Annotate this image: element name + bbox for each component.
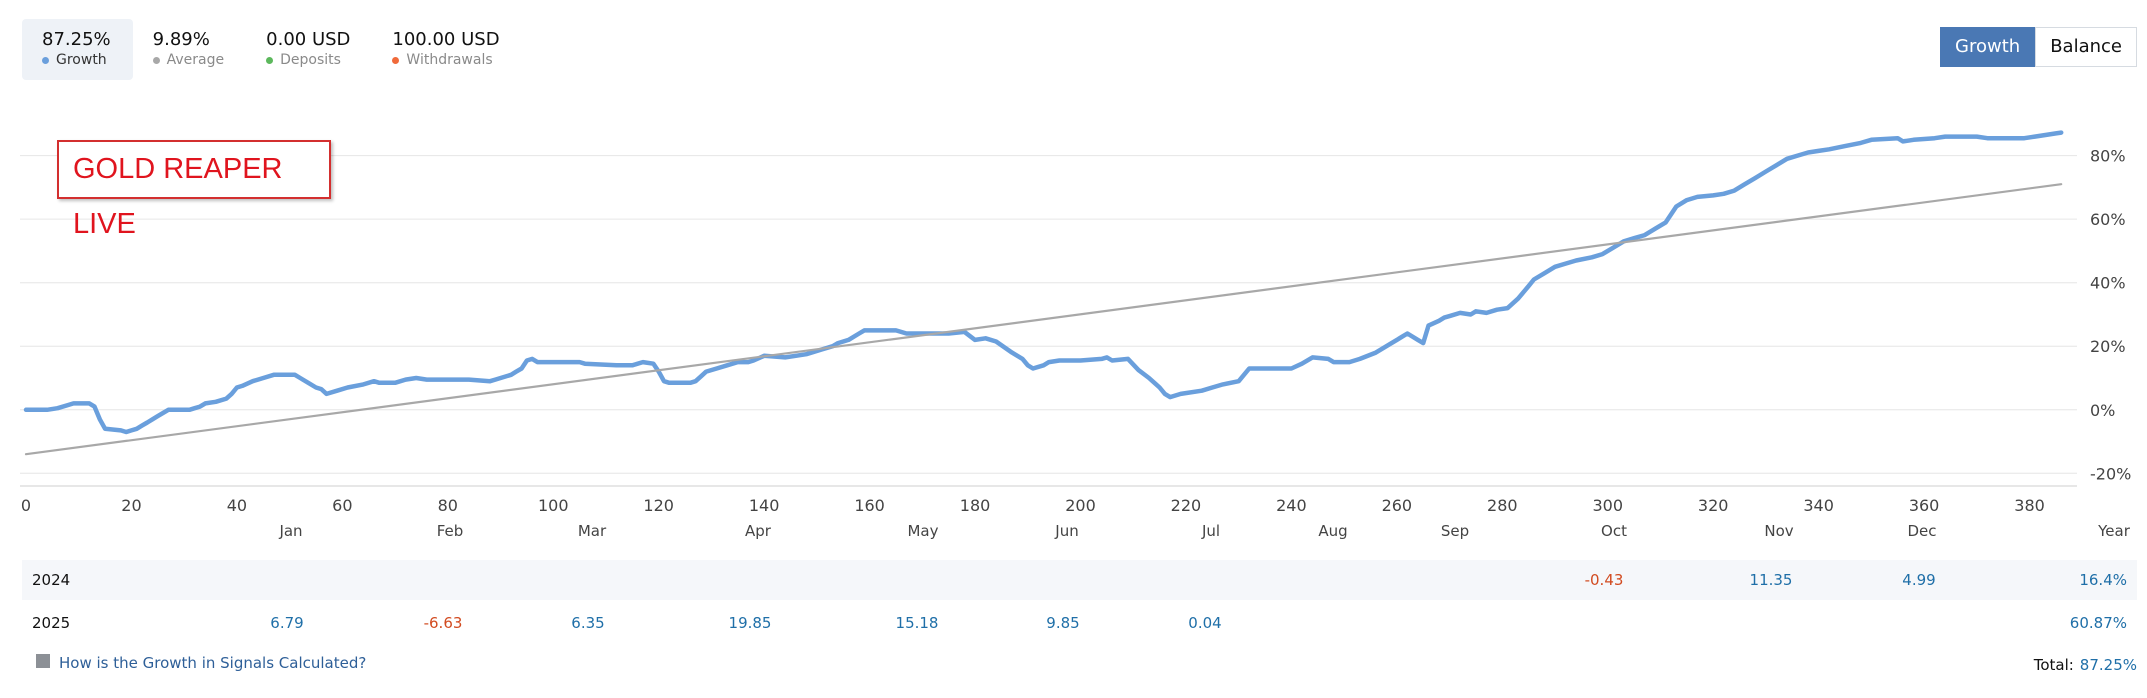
- y-tick-label: 40%: [2090, 274, 2126, 293]
- month-growth-cell: -6.63: [423, 614, 463, 632]
- year-total-cell: 60.87%: [2069, 614, 2127, 632]
- growth-series-line: [23, 130, 2064, 435]
- x-tick-label: 140: [749, 496, 780, 515]
- stat-withdrawals[interactable]: 100.00 USD Withdrawals: [372, 19, 521, 80]
- x-tick-label: 320: [1698, 496, 1729, 515]
- growth-help-link-text[interactable]: How is the Growth in Signals Calculated?: [59, 654, 367, 672]
- stat-label-text: Average: [166, 52, 225, 68]
- legend-dot-icon: [152, 56, 160, 64]
- x-tick-label: 120: [643, 496, 674, 515]
- row-year: 2024: [32, 571, 71, 589]
- month-growth-cell: 15.18: [895, 614, 939, 632]
- x-tick-label: 300: [1592, 496, 1623, 515]
- x-tick-label: 180: [960, 496, 991, 515]
- x-tick-label: 160: [854, 496, 885, 515]
- stat-label: Withdrawals: [392, 51, 499, 69]
- month-label: Aug: [1318, 522, 1348, 540]
- legend-dot-icon: [266, 56, 274, 64]
- stat-value: 0.00 USD: [266, 29, 351, 50]
- stat-deposits[interactable]: 0.00 USD Deposits: [246, 19, 372, 80]
- stat-growth[interactable]: 87.25% Growth: [22, 19, 133, 80]
- x-tick-label: 80: [438, 496, 458, 515]
- average-series-line: [24, 183, 2063, 456]
- x-tick-label: 40: [227, 496, 247, 515]
- table-row: 2024 -0.43 11.35 4.99 16.4%: [22, 560, 2137, 600]
- year-total-cell: 16.4%: [2079, 571, 2127, 589]
- x-tick-label: 280: [1487, 496, 1518, 515]
- stat-label-text: Withdrawals: [406, 52, 493, 68]
- stat-label-text: Growth: [56, 52, 107, 68]
- total-growth: Total: 87.25%: [2034, 656, 2137, 674]
- month-label: Jan: [279, 522, 303, 540]
- month-label: Year: [2098, 522, 2130, 540]
- month-label: Sep: [1440, 522, 1470, 540]
- month-growth-cell: 4.99: [1902, 571, 1936, 589]
- view-toggle: Growth Balance: [1940, 27, 2137, 67]
- total-label: Total:: [2033, 656, 2074, 674]
- growth-chart: 80% 60% 40% 20% 0% -20% 0 20 40 60 80 100 120 140 160 1…: [20, 130, 2131, 515]
- month-label: Dec: [1907, 522, 1937, 540]
- stats-bar: 87.25% Growth 9.89% Average 0.00 USD Deposits…: [22, 19, 522, 80]
- stat-label: Growth: [42, 51, 111, 69]
- month-label: Mar: [577, 522, 607, 540]
- month-label: Jul: [1201, 522, 1221, 540]
- month-label: Nov: [1764, 522, 1794, 540]
- month-growth-cell: 11.35: [1749, 571, 1793, 589]
- y-tick-label: 20%: [2090, 337, 2126, 356]
- x-tick-label: 100: [538, 496, 569, 515]
- month-growth-cell: 9.85: [1046, 614, 1080, 632]
- x-tick-label: 380: [2014, 496, 2045, 515]
- stat-value: 9.89%: [152, 29, 210, 50]
- x-tick-label: 200: [1065, 496, 1096, 515]
- x-tick-label: 240: [1276, 496, 1307, 515]
- month-header: Jan Feb Mar Apr May Jun Jul Aug Sep Oct Nov Dec Year: [0, 522, 2147, 554]
- growth-help-link[interactable]: How is the Growth in Signals Calculated?: [36, 654, 366, 672]
- total-value: 87.25%: [2079, 656, 2137, 674]
- stat-label-text: Deposits: [280, 52, 341, 68]
- x-tick-label: 20: [121, 496, 141, 515]
- x-tick-label: 260: [1382, 496, 1413, 515]
- y-tick-label: 80%: [2090, 147, 2126, 166]
- table-row: 2025 6.79 -6.63 6.35 19.85 15.18 9.85 0.04 60.87…: [22, 603, 2137, 643]
- month-growth-cell: 0.04: [1188, 614, 1222, 632]
- x-tick-label: 360: [1909, 496, 1940, 515]
- month-growth-cell: 19.85: [728, 614, 772, 632]
- stat-label: Average: [152, 51, 225, 69]
- row-year: 2025: [32, 614, 71, 632]
- month-growth-cell: 6.79: [270, 614, 304, 632]
- stat-value: 87.25%: [42, 29, 111, 50]
- month-label: Jun: [1055, 522, 1079, 540]
- month-growth-cell: -0.43: [1584, 571, 1624, 589]
- legend-dot-icon: [42, 56, 49, 64]
- x-tick-label: 340: [1803, 496, 1834, 515]
- balance-toggle-button[interactable]: Balance: [2035, 27, 2137, 67]
- stat-value: 100.00 USD: [392, 29, 500, 50]
- y-tick-label: -20%: [2090, 464, 2131, 483]
- month-growth-cell: 6.35: [571, 614, 605, 632]
- help-icon: [36, 654, 50, 668]
- stat-average[interactable]: 9.89% Average: [133, 19, 247, 80]
- growth-toggle-button[interactable]: Growth: [1940, 27, 2036, 67]
- stat-label: Deposits: [266, 51, 350, 69]
- month-label: Oct: [1601, 522, 1627, 540]
- y-tick-label: 60%: [2090, 210, 2126, 229]
- x-tick-label: 0: [21, 496, 31, 515]
- month-label: Feb: [436, 522, 464, 540]
- x-tick-label: 220: [1171, 496, 1202, 515]
- month-label: May: [907, 522, 939, 540]
- legend-dot-icon: [392, 56, 400, 64]
- x-tick-label: 60: [332, 496, 352, 515]
- y-tick-label: 0%: [2090, 401, 2115, 420]
- month-label: Apr: [745, 522, 771, 540]
- signal-name-label: GOLD REAPER LIVE: [57, 140, 331, 240]
